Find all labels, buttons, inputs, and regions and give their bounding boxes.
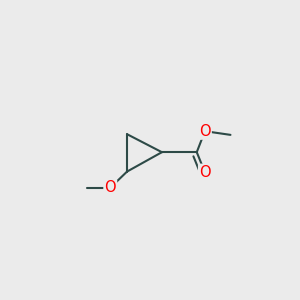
Text: O: O — [104, 180, 116, 195]
Text: O: O — [199, 124, 211, 139]
Text: O: O — [199, 165, 211, 180]
